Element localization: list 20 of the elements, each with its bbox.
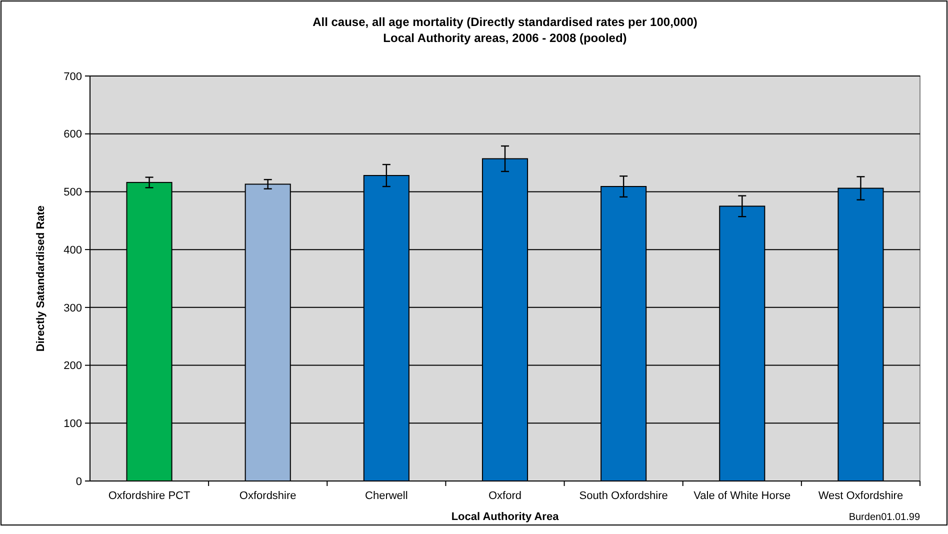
- chart-subtitle: Local Authority areas, 2006 - 2008 (pooled): [383, 31, 627, 45]
- chart-title: All cause, all age mortality (Directly standardised rates per 100,000): [312, 15, 698, 29]
- y-tick-label: 300: [64, 302, 82, 314]
- x-axis-title: Local Authority Area: [451, 511, 560, 523]
- x-tick-label: West Oxfordshire: [818, 490, 904, 502]
- x-tick-label: Cherwell: [365, 490, 408, 502]
- y-tick-label: 0: [76, 476, 82, 488]
- y-tick-label: 400: [64, 244, 82, 256]
- y-tick-label: 500: [64, 186, 82, 199]
- x-tick-label: Oxfordshire PCT: [108, 490, 191, 502]
- y-tick-label: 700: [64, 70, 82, 83]
- y-tick-label: 600: [64, 128, 82, 141]
- y-tick-label: 100: [64, 418, 82, 430]
- x-tick-label: South Oxfordshire: [579, 490, 668, 502]
- x-tick-label: Vale of White Horse: [694, 490, 791, 502]
- x-tick-label: Oxfordshire: [239, 490, 296, 502]
- x-tick-label: Oxford: [488, 490, 522, 502]
- y-axis-title: Directly Satandardised Rate: [35, 205, 47, 352]
- text: Burden01.01.99: [848, 512, 920, 523]
- y-tick-label: 200: [64, 360, 82, 372]
